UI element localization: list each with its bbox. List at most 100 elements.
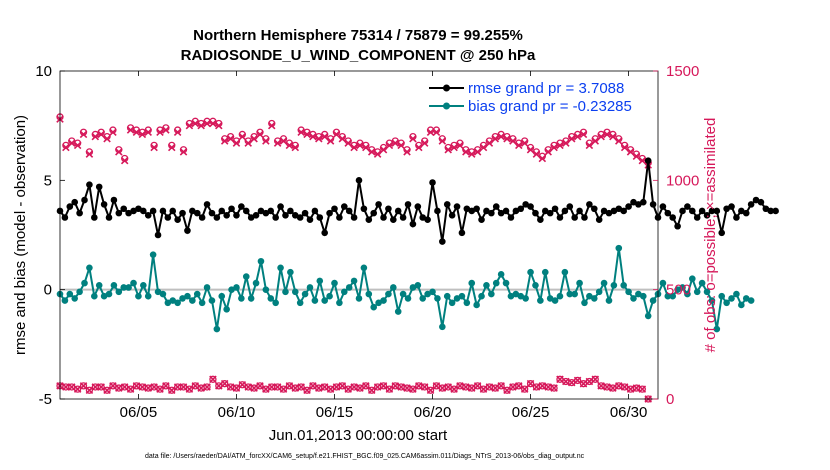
obs-assimilated-point	[85, 386, 94, 395]
rmse-data-point	[316, 214, 324, 221]
obs-assimilated-point	[367, 148, 376, 156]
bias-data-point	[76, 288, 83, 296]
obs-assimilated-point	[244, 139, 252, 147]
obs-assimilated-point	[503, 386, 511, 395]
bias-data-point	[326, 292, 333, 300]
bias-data-point	[282, 288, 289, 296]
obs-assimilated-point	[373, 150, 382, 158]
rmse-data-point	[581, 214, 588, 221]
rmse-data-point	[184, 227, 191, 234]
obs-assimilated-point	[526, 379, 535, 388]
rmse-data-point	[424, 216, 431, 223]
bias-data-point	[218, 292, 226, 300]
obs-assimilated-point	[538, 382, 547, 390]
obs-assimilated-point	[267, 383, 276, 391]
obs-assimilated-point	[356, 141, 364, 150]
rmse-data-point	[551, 205, 559, 213]
obs-assimilated-point	[591, 137, 600, 145]
obs-assimilated-point	[256, 382, 264, 390]
x-tick-label: 06/30	[610, 404, 648, 421]
rmse-data-point	[620, 207, 627, 215]
obs-assimilated-point	[297, 383, 305, 391]
obs-assimilated-point	[567, 135, 576, 143]
rmse-data-point	[488, 209, 495, 217]
y-axis-left-label: rmse and bias (model - observation)	[12, 115, 29, 355]
rmse-data-point	[355, 177, 363, 184]
obs-assimilated-point	[556, 375, 564, 384]
bias-data-point	[414, 281, 422, 289]
rmse-data-point	[679, 207, 686, 215]
bias-data-point	[208, 297, 216, 304]
rmse-data-point	[429, 179, 436, 186]
rmse-data-point	[164, 214, 172, 221]
bias-data-point	[718, 292, 726, 300]
rmse-data-point	[767, 207, 775, 215]
obs-assimilated-point	[220, 137, 229, 145]
rmse-data-point	[708, 207, 716, 215]
x-tick-label: 06/15	[316, 404, 354, 421]
obs-assimilated-point	[262, 385, 270, 393]
bias-data-point	[365, 290, 373, 298]
legend-rmse-marker	[443, 84, 450, 92]
bias-data-point	[733, 290, 740, 298]
obs-assimilated-point	[467, 150, 476, 158]
rmse-data-point	[698, 207, 706, 215]
y-right-tick-label: 1500	[666, 63, 699, 80]
obs-possible-point	[497, 382, 505, 390]
obs-assimilated-point	[185, 121, 194, 130]
bias-data-point	[130, 279, 137, 287]
bias-data-point	[242, 273, 250, 280]
plot-frame	[59, 70, 659, 400]
bias-data-point	[394, 308, 402, 315]
y-left-tick-label: 5	[44, 172, 52, 189]
rmse-data-point	[350, 214, 358, 221]
x-tick-label: 06/20	[414, 404, 452, 421]
rmse-data-point	[595, 216, 603, 223]
obs-assimilated-point	[597, 132, 605, 141]
rmse-data-point	[282, 212, 289, 219]
obs-assimilated-point	[138, 383, 147, 391]
rmse-data-point	[546, 209, 554, 217]
obs-assimilated-point	[515, 382, 523, 390]
obs-assimilated-point	[397, 141, 405, 150]
bias-data-point	[468, 279, 476, 287]
obs-assimilated-point	[273, 383, 282, 391]
rmse-data-point	[223, 212, 230, 219]
bias-data-point	[443, 292, 451, 300]
bias-data-point	[189, 297, 196, 304]
bias-data-point	[120, 284, 128, 291]
rmse-data-point	[179, 209, 186, 217]
obs-assimilated-point	[579, 379, 588, 388]
obs-assimilated-point	[285, 382, 294, 390]
chart-title-line2: RADIOSONDE_U_WIND_COMPONENT @ 250 hPa	[181, 47, 536, 64]
rmse-data-point	[443, 201, 451, 208]
rmse-data-point	[517, 205, 525, 213]
bias-data-point	[532, 281, 539, 289]
plot-layer	[56, 113, 779, 403]
obs-assimilated-point	[120, 383, 129, 391]
obs-assimilated-point	[532, 150, 541, 158]
bias-data-point	[321, 297, 328, 304]
obs-assimilated-point	[632, 384, 641, 392]
rmse-data-point	[252, 212, 260, 219]
obs-assimilated-point	[544, 383, 552, 391]
obs-assimilated-point	[597, 382, 605, 390]
obs-assimilated-point	[279, 385, 288, 393]
obs-assimilated-point	[320, 383, 329, 391]
rmse-data-point	[336, 214, 343, 221]
obs-assimilated-point	[220, 379, 229, 388]
y-right-tick-label: 1000	[666, 172, 699, 189]
bias-data-point	[66, 290, 74, 298]
bias-data-point	[679, 284, 686, 291]
bias-data-point	[71, 295, 79, 302]
obs-assimilated-point	[632, 152, 641, 161]
obs-assimilated-point	[338, 382, 347, 390]
y-axis-right-label: # of obs: o=possible; ×=assimilated	[702, 118, 719, 353]
obs-assimilated-point	[350, 383, 358, 391]
obs-assimilated-point	[215, 382, 223, 390]
bias-data-point	[316, 277, 324, 285]
rmse-data-point	[76, 209, 83, 217]
rmse-data-point	[532, 209, 539, 217]
obs-assimilated-point	[226, 135, 235, 143]
